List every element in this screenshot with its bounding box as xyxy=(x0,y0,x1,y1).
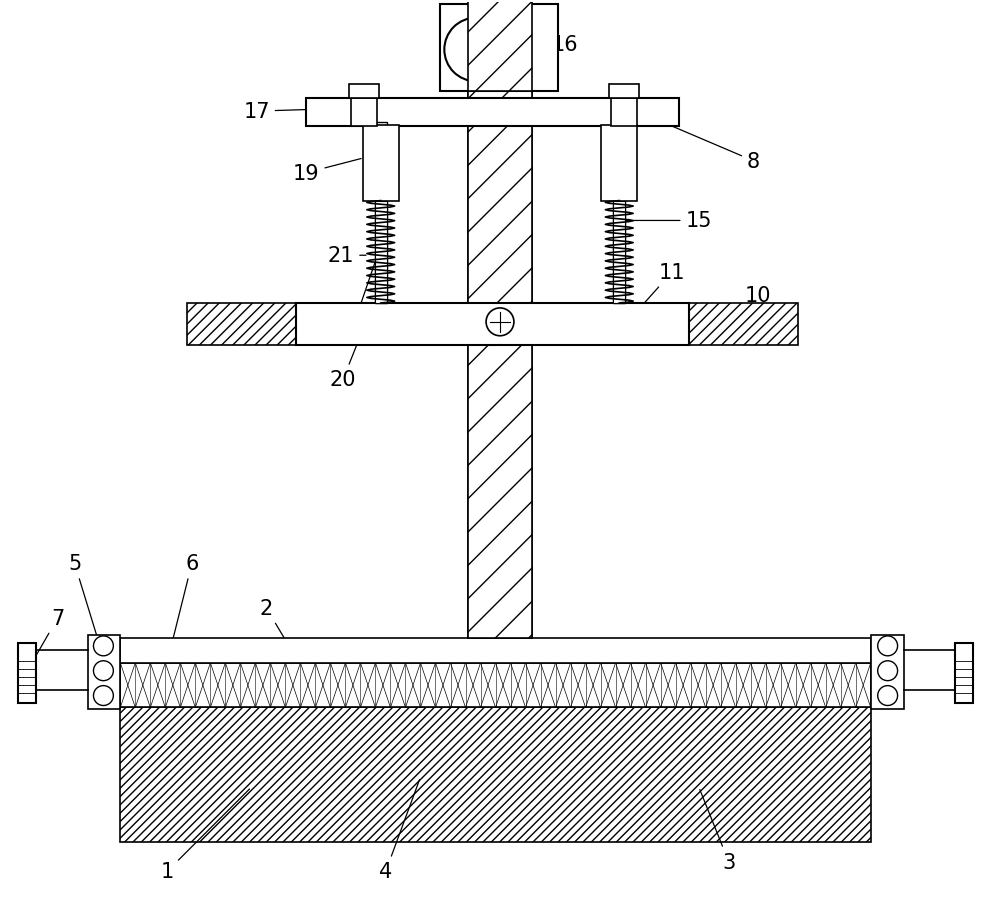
Bar xyxy=(468,0,532,92)
Text: 6: 6 xyxy=(173,554,199,641)
Text: 8: 8 xyxy=(642,114,760,172)
Bar xyxy=(871,635,904,709)
Text: 11: 11 xyxy=(631,263,685,318)
Text: 20: 20 xyxy=(330,313,370,390)
Bar xyxy=(611,99,637,127)
Circle shape xyxy=(486,309,514,336)
Text: 2: 2 xyxy=(260,598,290,648)
Bar xyxy=(120,663,871,708)
Bar xyxy=(375,123,387,303)
Circle shape xyxy=(878,686,898,706)
Text: 10: 10 xyxy=(701,286,772,324)
Bar xyxy=(363,126,399,201)
Bar xyxy=(18,643,36,703)
Bar xyxy=(296,303,689,346)
Text: 18: 18 xyxy=(592,112,632,132)
Text: 5: 5 xyxy=(68,554,97,636)
Text: 15: 15 xyxy=(620,211,712,232)
Circle shape xyxy=(878,636,898,656)
Circle shape xyxy=(93,686,113,706)
Bar xyxy=(349,85,379,99)
Text: 4: 4 xyxy=(379,780,420,881)
Text: 19: 19 xyxy=(293,159,361,184)
Bar xyxy=(613,201,625,303)
Bar xyxy=(375,201,387,303)
Bar xyxy=(440,5,558,92)
Bar xyxy=(88,635,120,709)
Circle shape xyxy=(93,661,113,681)
Bar xyxy=(120,708,871,842)
Bar xyxy=(955,643,973,703)
Text: 22: 22 xyxy=(340,264,375,337)
Circle shape xyxy=(878,661,898,681)
Bar xyxy=(687,303,798,346)
Bar xyxy=(468,67,532,638)
Circle shape xyxy=(444,18,508,82)
Text: 16: 16 xyxy=(538,35,578,56)
Bar xyxy=(468,67,532,638)
Bar xyxy=(351,99,377,127)
Text: 17: 17 xyxy=(243,102,350,122)
Circle shape xyxy=(93,636,113,656)
Bar xyxy=(306,99,679,127)
Bar xyxy=(601,126,637,201)
Bar xyxy=(609,85,639,99)
Text: 21: 21 xyxy=(328,246,366,266)
Text: 7: 7 xyxy=(29,608,64,667)
Bar xyxy=(613,123,625,303)
Bar xyxy=(120,638,871,663)
Text: 1: 1 xyxy=(160,789,250,881)
Text: 3: 3 xyxy=(700,789,735,871)
Bar xyxy=(187,303,298,346)
